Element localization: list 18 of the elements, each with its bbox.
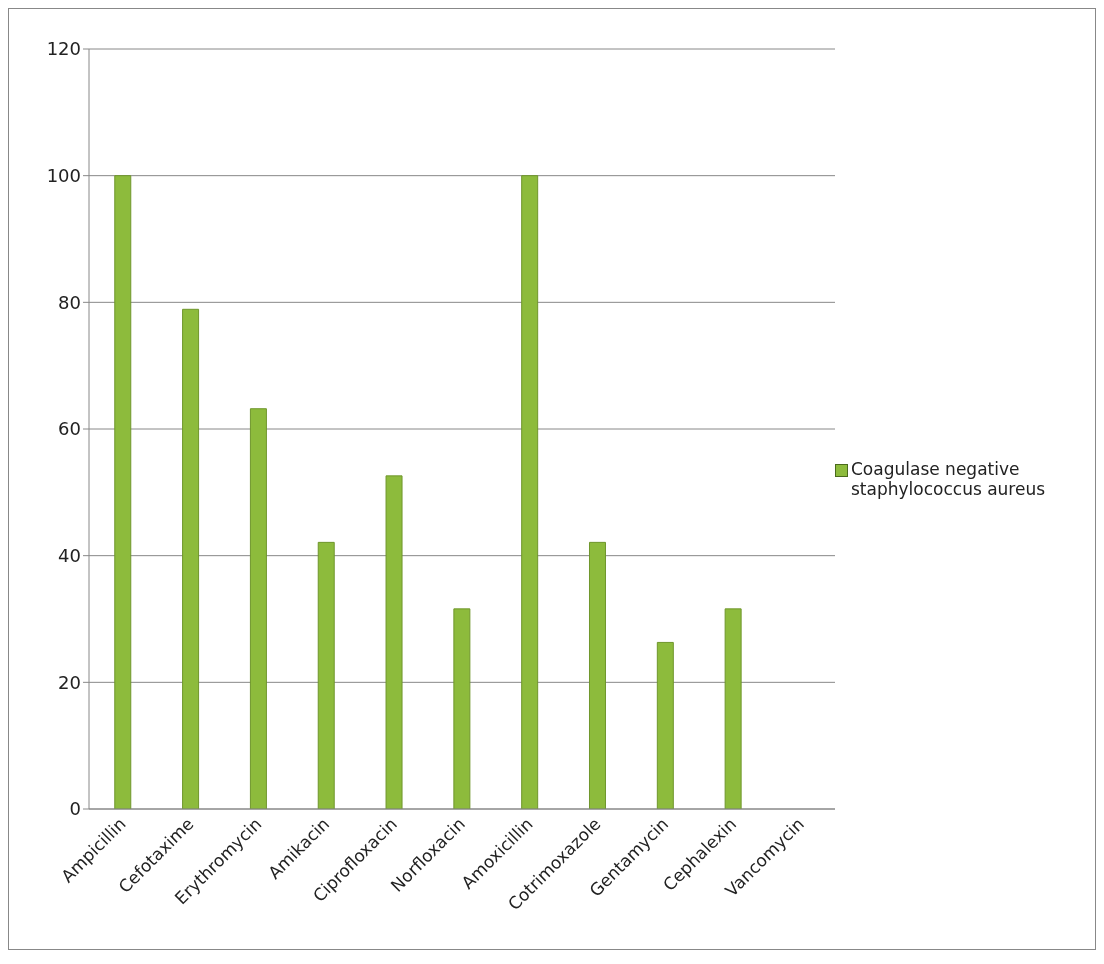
bar <box>114 175 132 809</box>
y-tick-label: 20 <box>58 671 81 693</box>
y-tick-label: 0 <box>69 798 81 820</box>
bar <box>724 608 742 809</box>
bar <box>521 175 539 809</box>
y-tick-label: 40 <box>58 545 81 567</box>
bar <box>182 308 200 809</box>
bar <box>317 541 335 809</box>
y-tick-label: 120 <box>46 38 81 60</box>
bar <box>385 475 403 809</box>
bar <box>453 608 471 809</box>
legend-label: Coagulase negative staphylococcus aureus <box>851 459 1047 499</box>
y-tick-label: 80 <box>58 291 81 313</box>
bar <box>656 641 674 809</box>
y-tick-label: 100 <box>46 165 81 187</box>
y-tick-label: 60 <box>58 418 81 440</box>
bar <box>249 408 267 809</box>
bar <box>589 541 606 809</box>
